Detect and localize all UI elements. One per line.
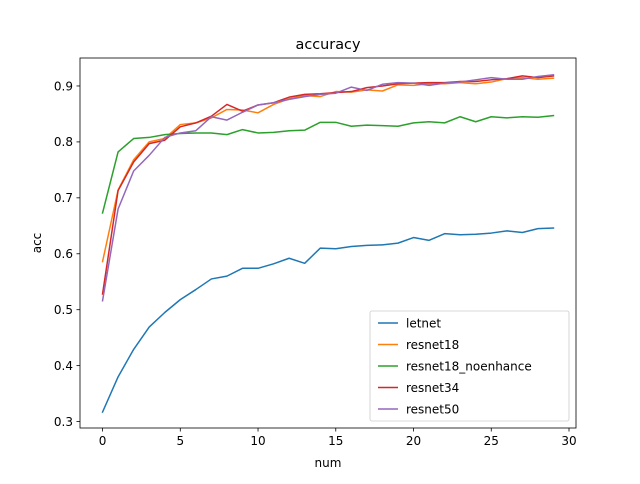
legend: letnet resnet18 resnet18_noenhance resnet34…	[369, 310, 570, 422]
y-tick-label: 0.6	[54, 247, 73, 261]
x-tick-label: 30	[561, 434, 576, 448]
x-tick-label: 0	[99, 434, 107, 448]
chart-title: accuracy	[296, 37, 361, 53]
legend-entry: resnet18_noenhance	[406, 359, 532, 373]
x-tick-label: 15	[328, 434, 343, 448]
legend-box	[369, 310, 570, 422]
series-line-resnet50	[101, 73, 555, 302]
series-line-letnet	[101, 227, 555, 414]
legend-entry: resnet50	[406, 402, 459, 416]
x-tick-label: 5	[176, 434, 184, 448]
x-axis-label: num	[315, 456, 342, 470]
series-lines	[101, 73, 555, 414]
y-tick-label: 0.5	[54, 303, 73, 317]
legend-entry: resnet34	[406, 381, 459, 395]
x-axis: 0 5 10 15 20 25 30	[99, 428, 577, 448]
y-axis-label: acc	[30, 233, 44, 254]
y-tick-label: 0.8	[54, 135, 73, 149]
y-tick-label: 0.7	[54, 191, 73, 205]
y-tick-label: 0.9	[54, 79, 73, 93]
y-axis: 0.3 0.4 0.5 0.6 0.7 0.8 0.9	[54, 79, 80, 429]
legend-entry: letnet	[406, 316, 441, 330]
x-tick-label: 10	[250, 434, 265, 448]
y-tick-label: 0.3	[54, 415, 73, 429]
y-tick-label: 0.4	[54, 359, 73, 373]
legend-entry: resnet18	[406, 338, 459, 352]
x-tick-label: 20	[406, 434, 421, 448]
plot-frame	[79, 57, 577, 429]
x-tick-label: 25	[484, 434, 499, 448]
